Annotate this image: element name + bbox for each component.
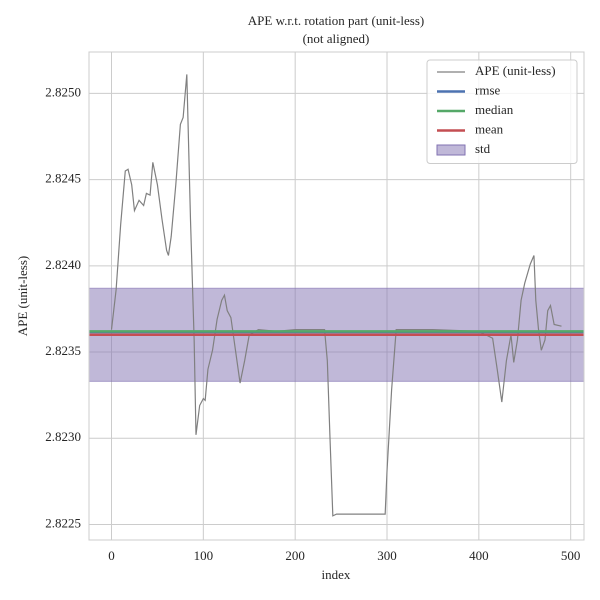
y-tick-label: 2.8225 xyxy=(45,515,81,530)
plot-frame xyxy=(88,51,585,541)
y-tick-label: 2.8240 xyxy=(45,257,81,272)
y-tick-label: 2.8250 xyxy=(45,84,81,99)
x-axis-label: index xyxy=(322,567,351,582)
x-tick-label: 100 xyxy=(194,548,214,563)
x-tick-label: 500 xyxy=(561,548,581,563)
legend-label: mean xyxy=(475,121,504,136)
chart-subtitle: (not aligned) xyxy=(303,31,370,46)
y-axis-label: APE (unit-less) xyxy=(15,256,30,337)
legend-label: std xyxy=(475,141,491,156)
legend-label: APE (unit-less) xyxy=(475,63,556,78)
x-tick-label: 200 xyxy=(285,548,305,563)
ape-line xyxy=(110,74,562,517)
x-tick-label: 400 xyxy=(469,548,489,563)
y-tick-label: 2.8235 xyxy=(45,343,81,358)
chart-title: APE w.r.t. rotation part (unit-less) xyxy=(248,13,424,28)
y-tick-label: 2.8230 xyxy=(45,429,81,444)
x-tick-label: 300 xyxy=(377,548,397,563)
legend-box xyxy=(426,59,578,164)
y-tick-label: 2.8245 xyxy=(45,171,81,186)
legend-swatch xyxy=(436,144,466,156)
legend: APE (unit-less) rmse median mean std xyxy=(426,59,578,164)
legend-label: median xyxy=(475,102,514,117)
x-tick-label: 0 xyxy=(108,548,115,563)
legend-label: rmse xyxy=(475,82,501,97)
